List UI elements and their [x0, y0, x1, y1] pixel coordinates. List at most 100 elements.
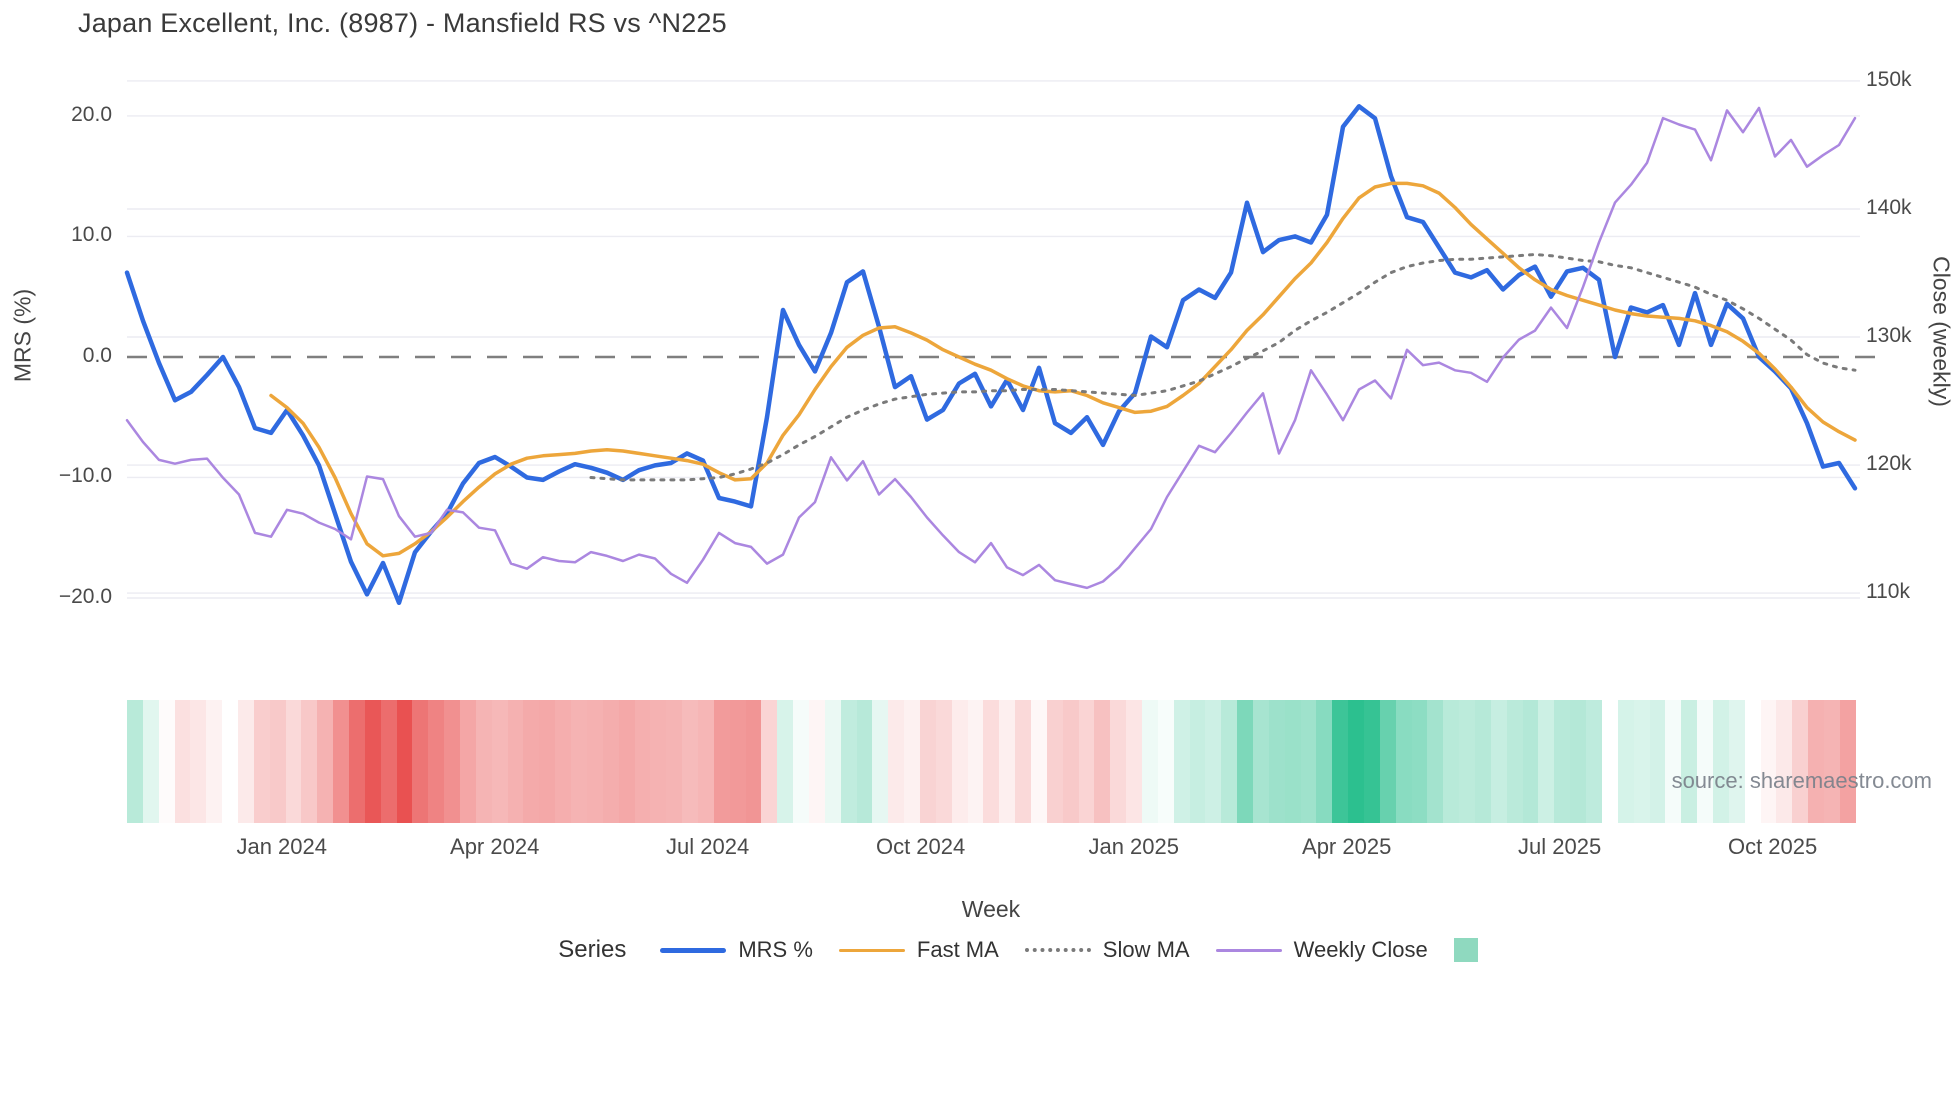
heatmap-cell [872, 700, 889, 823]
left-axis-tick-label: 10.0 [71, 223, 112, 247]
heatmap-cell [1490, 700, 1507, 823]
heatmap-cell [222, 700, 239, 823]
heatmap-cell [1728, 700, 1745, 823]
right-axis-tick-label: 120k [1866, 452, 1912, 475]
heatmap-cell [238, 700, 254, 823]
heatmap-cell [364, 700, 381, 823]
legend-item-slow-ma: Slow MA [1024, 937, 1190, 963]
heatmap-cell [444, 700, 461, 823]
x-axis-tick-label: Oct 2024 [875, 834, 966, 859]
heatmap-cell [491, 700, 508, 823]
mrs-line-swatch [660, 947, 727, 953]
x-axis-title: Week [961, 896, 1021, 922]
heatmap-cell [1823, 700, 1840, 823]
heatmap-cell [983, 700, 1000, 823]
heatmap-cell [1157, 700, 1174, 823]
heatmap-cell [1030, 700, 1047, 823]
slow-ma-dotted-swatch [1024, 948, 1091, 952]
x-axis-tick-label: Jul 2024 [666, 834, 750, 859]
heatmap-cell [666, 700, 683, 823]
heatmap-cell [1760, 700, 1777, 823]
heatmap-cell [650, 700, 667, 823]
heatmap-cell [697, 700, 714, 823]
series-line-weekly-close [125, 106, 1857, 590]
heatmap-cell [1554, 700, 1571, 823]
legend-item-label: Slow MA [1102, 937, 1190, 962]
legend-item-label: MRS % [738, 937, 813, 962]
heatmap-cell [1046, 700, 1063, 823]
heatmap-cell [1110, 700, 1127, 823]
heatmap-cell [919, 700, 936, 823]
heatmap-cell [1300, 700, 1317, 823]
left-axis-tick-label: −10.0 [58, 464, 112, 488]
heatmap-cell [396, 700, 413, 823]
heatmap-cell [1712, 700, 1729, 823]
heatmap-cell [460, 700, 476, 823]
heatmap-cell [571, 700, 587, 823]
heatmap-cell [380, 700, 397, 823]
heatmap-cell [1459, 700, 1476, 823]
heatmap-cell [1681, 700, 1698, 823]
legend-item-heatmap [1453, 938, 1490, 962]
fast-ma-line-swatch [838, 948, 905, 952]
x-axis-tick-label: Apr 2024 [450, 834, 540, 859]
legend-item-weekly-close: Weekly Close [1215, 937, 1428, 963]
heatmap-cell [317, 700, 334, 823]
heatmap-cell [269, 700, 286, 823]
legend-item-label: Weekly Close [1293, 937, 1428, 962]
heatmap-cell [1062, 700, 1079, 823]
legend-item-fast-ma: Fast MA [838, 937, 999, 963]
heatmap-cell [1094, 700, 1111, 823]
heatmap-cell [190, 700, 207, 823]
heatmap-cell [951, 700, 968, 823]
heatmap-cell [1697, 700, 1713, 823]
heatmap-cell [1332, 700, 1349, 823]
heatmap-cell [253, 700, 270, 823]
heatmap-cell [713, 700, 730, 823]
heatmap-cell [1744, 700, 1761, 823]
heatmap-cell [888, 700, 905, 823]
heatmap-cell [428, 700, 445, 823]
weekly-close-line-swatch [1215, 948, 1282, 952]
heatmap-swatch [1453, 938, 1478, 962]
heatmap-cell [1348, 700, 1365, 823]
heatmap-cell [586, 700, 603, 823]
heatmap-cell [1253, 700, 1269, 823]
heatmap-cell [1142, 700, 1158, 823]
legend: Series MRS % Fast MA Slow MA Weekly Clos… [160, 936, 1888, 964]
heatmap-cell [1173, 700, 1190, 823]
x-axis-tick-label: Oct 2025 [1727, 834, 1818, 859]
heatmap-cell [1570, 700, 1587, 823]
heatmap-cell [1601, 700, 1618, 823]
heatmap-cell [761, 700, 778, 823]
heatmap-cell [602, 700, 619, 823]
page-title: Japan Excellent, Inc. (8987) - Mansfield… [78, 8, 727, 38]
heatmap-cell [1395, 700, 1412, 823]
heatmap-cell [1126, 700, 1142, 823]
x-axis-tick-label: Jul 2025 [1518, 834, 1602, 859]
heatmap-cell [824, 700, 841, 823]
heatmap-cell [1284, 700, 1301, 823]
heatmap-cell [1237, 700, 1254, 823]
heatmap-cell [333, 700, 350, 823]
left-axis-tick-label: 20.0 [71, 102, 112, 126]
legend-series-label: Series [558, 936, 627, 963]
heatmap-cell [808, 700, 825, 823]
mrs-heatmap-strip [127, 700, 1856, 823]
heatmap-cell [1617, 700, 1634, 823]
heatmap-cell [1649, 700, 1666, 823]
series-line-fast-ma [269, 181, 1857, 558]
right-axis-tick-label: 130k [1866, 324, 1912, 347]
right-axis-tick-label: 110k [1866, 580, 1910, 604]
legend-item-label: Fast MA [916, 937, 999, 962]
heatmap-cell [856, 700, 873, 823]
heatmap-cell [555, 700, 572, 823]
heatmap-cell [1586, 700, 1602, 823]
heatmap-cell [967, 700, 984, 823]
heatmap-cell [1364, 700, 1380, 823]
heatmap-cell [1776, 700, 1793, 823]
legend-item-mrs: MRS % [660, 937, 813, 963]
heatmap-cell [729, 700, 746, 823]
heatmap-cell [999, 700, 1016, 823]
heatmap-cell [1015, 700, 1031, 823]
